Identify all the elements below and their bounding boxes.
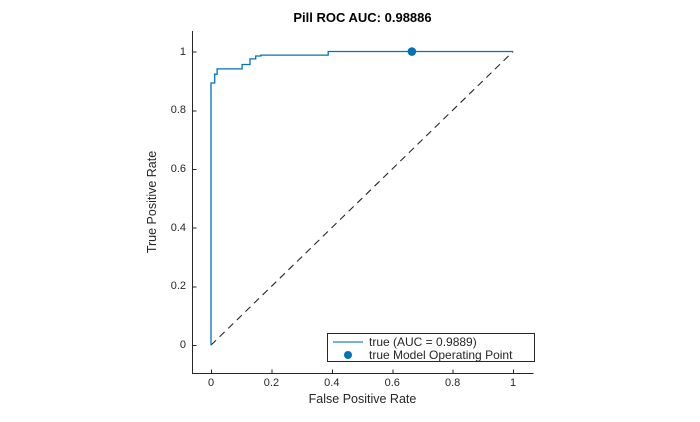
x-tick-label: 1 xyxy=(510,377,517,389)
operating-point-marker-sample xyxy=(344,350,352,359)
legend-label-roc: true (AUC = 0.9889) xyxy=(369,334,477,349)
chart-title: Pill ROC AUC: 0.98886 xyxy=(293,10,432,25)
y-tick-label: 0.6 xyxy=(170,162,186,175)
x-tick-label: 0.2 xyxy=(263,377,280,389)
y-tick-label: 1 xyxy=(179,45,186,58)
legend-entry-roc-line: true (AUC = 0.9889) xyxy=(332,334,530,349)
x-tick-label: 0.6 xyxy=(384,377,400,389)
y-axis-label: True Positive Rate xyxy=(145,150,159,254)
y-tick-label: 0.2 xyxy=(170,280,186,293)
legend-label-operating-point: true Model Operating Point xyxy=(369,347,513,362)
legend: true (AUC = 0.9889) true Model Operating… xyxy=(327,333,535,362)
roc-line-sample xyxy=(333,340,363,343)
legend-entry-operating-point: true Model Operating Point xyxy=(332,347,530,362)
y-tick-label: 0 xyxy=(179,339,186,352)
x-axis-label: False Positive Rate xyxy=(308,392,417,406)
x-tick-label: 0 xyxy=(207,377,215,389)
legend-line-sample-slot xyxy=(332,340,364,343)
y-tick-label: 0.4 xyxy=(170,221,186,234)
x-tick-label: 0.4 xyxy=(324,377,340,389)
legend-dot-sample-slot xyxy=(332,350,364,359)
y-tick-label: 0.8 xyxy=(170,104,186,117)
x-tick-label: 0.8 xyxy=(445,377,461,389)
